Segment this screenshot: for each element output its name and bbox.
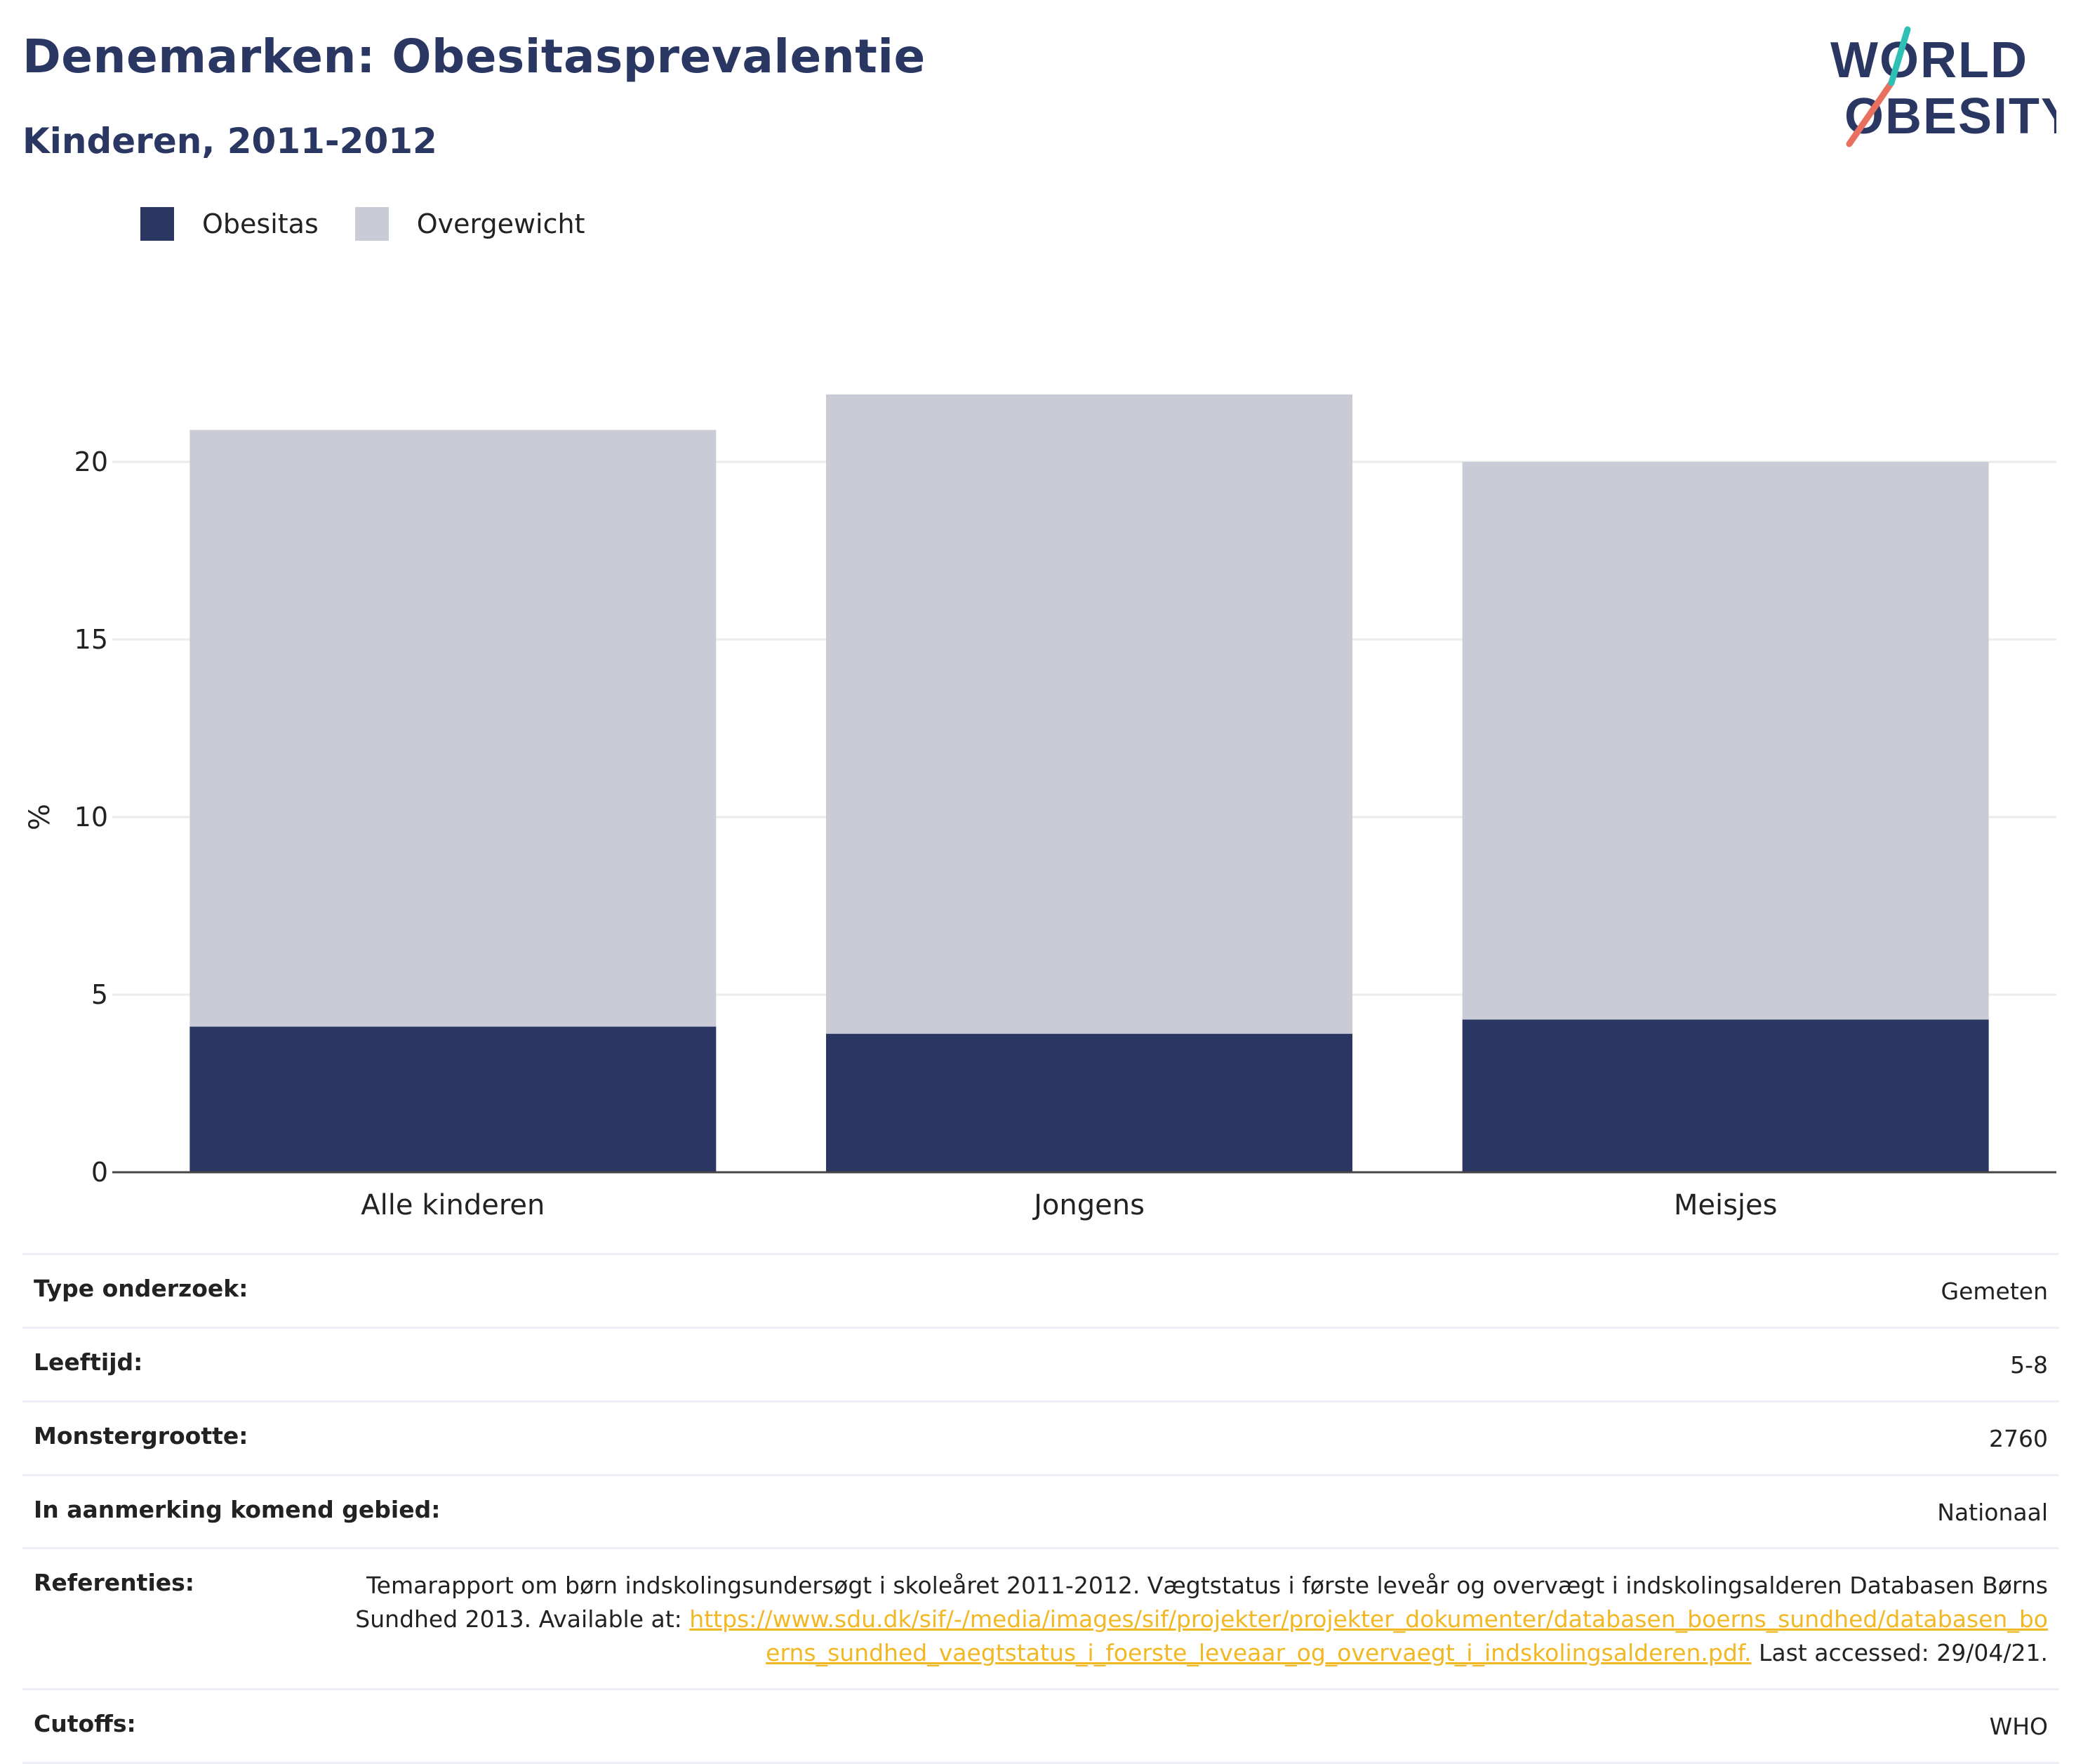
info-key-sample-size: Monstergrootte: (34, 1421, 248, 1450)
info-value-sample-size: 2760 (1989, 1424, 2048, 1452)
bar-obesitas-jongens (826, 1033, 1352, 1172)
info-row-references: Referenties: Temarapport om børn indskol… (22, 1547, 2059, 1688)
info-row-sample-size: Monstergrootte: 2760 (22, 1400, 2059, 1474)
bar-obesitas-meisjes (1462, 1019, 1989, 1172)
legend-item-overgewicht[interactable]: Overgewicht (354, 207, 585, 241)
world-obesity-logo: WORLD OBESITY (1830, 26, 2056, 147)
legend-label-overgewicht: Overgewicht (416, 208, 585, 239)
legend-item-obesitas[interactable]: Obesitas (140, 207, 319, 241)
x-tick-label-jongens: Jongens (1032, 1189, 1145, 1221)
legend-swatch-obesitas (140, 207, 174, 241)
info-value-age: 5-8 (2010, 1351, 2048, 1379)
info-key-references: Referenties: (34, 1569, 194, 1597)
info-value-area: Nationaal (1937, 1498, 2048, 1526)
info-row-age: Leeftijd: 5-8 (22, 1326, 2059, 1400)
info-key-age: Leeftijd: (34, 1348, 143, 1376)
info-value-cutoffs: WHO (1989, 1712, 2048, 1740)
info-key-cutoffs: Cutoffs: (34, 1709, 136, 1737)
x-tick-label-alle-kinderen: Alle kinderen (361, 1189, 545, 1221)
bar-overgewicht-meisjes (1462, 462, 1989, 1020)
info-key-area: In aanmerking komend gebied: (34, 1495, 441, 1523)
page-title: Denemarken: Obesitasprevalentie (22, 29, 926, 84)
y-axis-label: % (24, 804, 56, 830)
info-row-type: Type onderzoek: Gemeten (22, 1253, 2059, 1327)
info-value-references: Temarapport om børn indskolingsundersøgt… (350, 1569, 2048, 1670)
info-table: Type onderzoek: Gemeten Leeftijd: 5-8 Mo… (22, 1253, 2059, 1764)
bar-chart: 0 5 10 15 20% Alle kinderen Jongens Meisjes (24, 394, 2056, 1221)
bar-overgewicht-alle-kinderen (189, 430, 717, 1027)
bar-obesitas-alle-kinderen (189, 1026, 717, 1172)
reference-link[interactable]: https://www.sdu.dk/sif/-/media/images/si… (689, 1605, 2048, 1667)
bar-overgewicht-jongens (826, 394, 1352, 1034)
x-tick-label-meisjes: Meisjes (1674, 1189, 1778, 1221)
y-tick-label-5: 5 (91, 979, 108, 1010)
y-tick-label-20: 20 (74, 446, 108, 477)
info-row-area: In aanmerking komend gebied: Nationaal (22, 1473, 2059, 1548)
legend-swatch-overgewicht (354, 207, 389, 241)
reference-suffix: Last accessed: 29/04/21. (1751, 1639, 2048, 1667)
svg-text:OBESITY: OBESITY (1844, 88, 2056, 145)
y-tick-label-0: 0 (91, 1157, 108, 1188)
y-tick-label-15: 15 (74, 624, 108, 655)
info-value-type: Gemeten (1941, 1278, 2048, 1305)
info-row-cutoffs: Cutoffs: WHO (22, 1687, 2059, 1764)
info-key-type: Type onderzoek: (34, 1275, 248, 1302)
y-tick-label-10: 10 (74, 802, 108, 833)
svg-text:WORLD: WORLD (1830, 32, 2028, 88)
chart-legend: Obesitas Overgewicht (140, 207, 622, 241)
reference-text: Temarapport om børn indskolingsundersøgt… (355, 1572, 2048, 1633)
page-subtitle: Kinderen, 2011-2012 (22, 121, 437, 161)
legend-label-obesitas: Obesitas (202, 208, 319, 239)
